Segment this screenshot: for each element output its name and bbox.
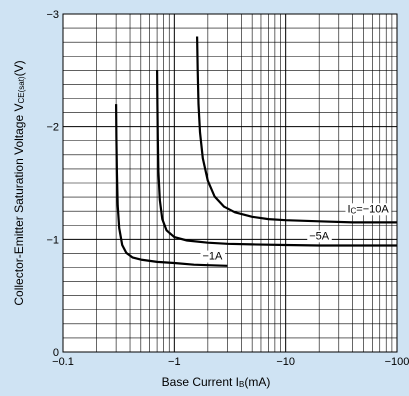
x-axis-title-unit: (mA) <box>244 375 270 389</box>
series-label-background <box>307 230 332 243</box>
series-line <box>196 36 397 224</box>
series-label-background <box>200 250 226 263</box>
x-tick-label: −0.1 <box>52 356 74 368</box>
y-axis-title-main: Collector-Emitter Saturation Voltage V <box>12 104 26 306</box>
y-tick-label: −3 <box>46 9 59 21</box>
x-axis-title-subscript: B <box>239 380 244 389</box>
series-label: IC=−10A <box>347 203 389 215</box>
series-lines <box>115 36 397 267</box>
plot-frame <box>62 13 398 353</box>
series-label-background <box>345 203 392 216</box>
y-tick-label: −1 <box>46 234 59 246</box>
series-line <box>156 70 397 247</box>
y-axis-title-unit: (V) <box>12 60 26 76</box>
series-label: −1A <box>203 251 224 263</box>
y-axis-title-subscript: CE(sat) <box>17 76 26 103</box>
y-tick-label: −2 <box>46 122 59 134</box>
y-tick-label: 0 <box>53 347 59 359</box>
x-tick-labels: −0.1 −1 −10 −100 <box>52 356 409 368</box>
series-labels: −1A −5A IC=−10A <box>200 203 392 263</box>
x-tick-label: −100 <box>385 356 409 368</box>
y-tick-labels: 0 −1 −2 −3 <box>46 9 59 359</box>
series-label: −5A <box>309 230 330 242</box>
x-tick-label: −10 <box>276 356 295 368</box>
x-axis-title-main: Base Current I <box>162 375 239 389</box>
x-axis-title: Base Current IB(mA) <box>162 375 271 389</box>
x-tick-label: −1 <box>168 356 181 368</box>
series-line <box>115 104 228 267</box>
y-axis-title: Collector-Emitter Saturation Voltage VCE… <box>12 60 26 305</box>
